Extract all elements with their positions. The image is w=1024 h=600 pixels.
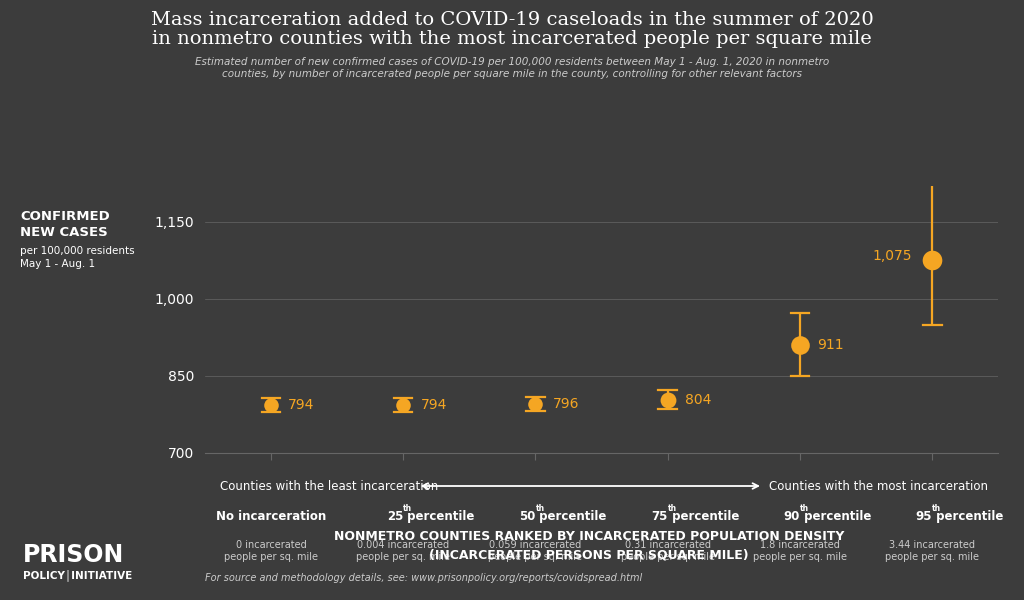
Text: NONMETRO COUNTIES RANKED BY INCARCERATED POPULATION DENSITY: NONMETRO COUNTIES RANKED BY INCARCERATED… bbox=[334, 530, 844, 544]
Text: May 1 - Aug. 1: May 1 - Aug. 1 bbox=[20, 259, 95, 269]
Text: percentile: percentile bbox=[668, 510, 739, 523]
Text: 0 incarcerated
people per sq. mile: 0 incarcerated people per sq. mile bbox=[224, 540, 317, 562]
Text: percentile: percentile bbox=[536, 510, 607, 523]
Text: 90: 90 bbox=[783, 510, 800, 523]
Text: 794: 794 bbox=[421, 398, 446, 412]
Text: Counties with the most incarceration: Counties with the most incarceration bbox=[769, 479, 988, 493]
Text: NEW CASES: NEW CASES bbox=[20, 226, 109, 239]
Text: 1.8 incarcerated
people per sq. mile: 1.8 incarcerated people per sq. mile bbox=[753, 540, 847, 562]
Point bbox=[924, 256, 940, 265]
Text: in nonmetro counties with the most incarcerated people per square mile: in nonmetro counties with the most incar… bbox=[153, 30, 871, 48]
Point bbox=[263, 400, 280, 410]
Text: 1,075: 1,075 bbox=[872, 250, 912, 263]
Text: CONFIRMED: CONFIRMED bbox=[20, 209, 111, 223]
Point bbox=[792, 340, 808, 349]
Text: For source and methodology details, see: www.prisonpolicy.org/reports/covidsprea: For source and methodology details, see:… bbox=[205, 573, 642, 583]
Text: PRISON: PRISON bbox=[23, 543, 124, 567]
Text: 25: 25 bbox=[387, 510, 403, 523]
Text: percentile: percentile bbox=[800, 510, 871, 523]
Text: No incarceration: No incarceration bbox=[216, 510, 326, 523]
Text: th: th bbox=[403, 504, 413, 513]
Text: Mass incarceration added to COVID-19 caseloads in the summer of 2020: Mass incarceration added to COVID-19 cas… bbox=[151, 11, 873, 29]
Point bbox=[395, 400, 412, 410]
Text: 75: 75 bbox=[651, 510, 668, 523]
Text: per 100,000 residents: per 100,000 residents bbox=[20, 246, 135, 256]
Point bbox=[527, 399, 544, 409]
Text: percentile: percentile bbox=[403, 510, 474, 523]
Text: 911: 911 bbox=[817, 338, 844, 352]
Text: Estimated number of new confirmed cases of COVID-19 per 100,000 residents betwee: Estimated number of new confirmed cases … bbox=[195, 57, 829, 79]
Text: 95: 95 bbox=[915, 510, 932, 523]
Text: percentile: percentile bbox=[932, 510, 1004, 523]
Text: (INCARCERATED PERSONS PER SQUARE MILE): (INCARCERATED PERSONS PER SQUARE MILE) bbox=[429, 548, 749, 562]
Text: 0.059 incarcerated
people per sq. mile: 0.059 incarcerated people per sq. mile bbox=[488, 540, 583, 562]
Point bbox=[659, 395, 676, 404]
Text: th: th bbox=[668, 504, 677, 513]
Text: 3.44 incarcerated
people per sq. mile: 3.44 incarcerated people per sq. mile bbox=[886, 540, 979, 562]
Text: th: th bbox=[932, 504, 941, 513]
Text: 0.004 incarcerated
people per sq. mile: 0.004 incarcerated people per sq. mile bbox=[356, 540, 451, 562]
Text: 794: 794 bbox=[288, 398, 314, 412]
Text: 0.31 incarcerated
people per sq. mile: 0.31 incarcerated people per sq. mile bbox=[621, 540, 715, 562]
Text: 50: 50 bbox=[519, 510, 536, 523]
Text: Counties with the least incarceration: Counties with the least incarceration bbox=[220, 479, 438, 493]
Text: th: th bbox=[800, 504, 809, 513]
Text: th: th bbox=[536, 504, 545, 513]
Text: 804: 804 bbox=[685, 392, 712, 407]
Text: POLICY│INITIATIVE: POLICY│INITIATIVE bbox=[23, 569, 132, 581]
Text: 796: 796 bbox=[553, 397, 580, 411]
